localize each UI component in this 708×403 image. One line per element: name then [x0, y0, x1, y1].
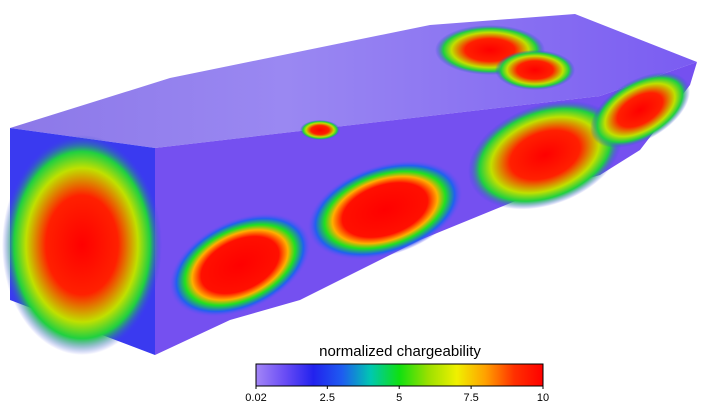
tick-label: 2.5	[320, 392, 335, 403]
anomaly	[300, 120, 340, 140]
anomaly	[169, 213, 311, 317]
anomaly	[2, 135, 162, 355]
colorbar-ticks: 0.02 2.5 5 7.5 10	[245, 386, 549, 403]
anomaly	[590, 72, 690, 148]
anomaly	[495, 50, 575, 90]
tick-label: 5	[396, 392, 402, 403]
tick-label: 7.5	[463, 392, 478, 403]
colorbar-label: normalized chargeability	[319, 343, 481, 360]
colorbar	[255, 363, 544, 387]
anomaly	[467, 100, 623, 210]
tick-label: 0.02	[245, 392, 266, 403]
tick-label: 10	[537, 392, 549, 403]
anomaly	[307, 160, 463, 260]
